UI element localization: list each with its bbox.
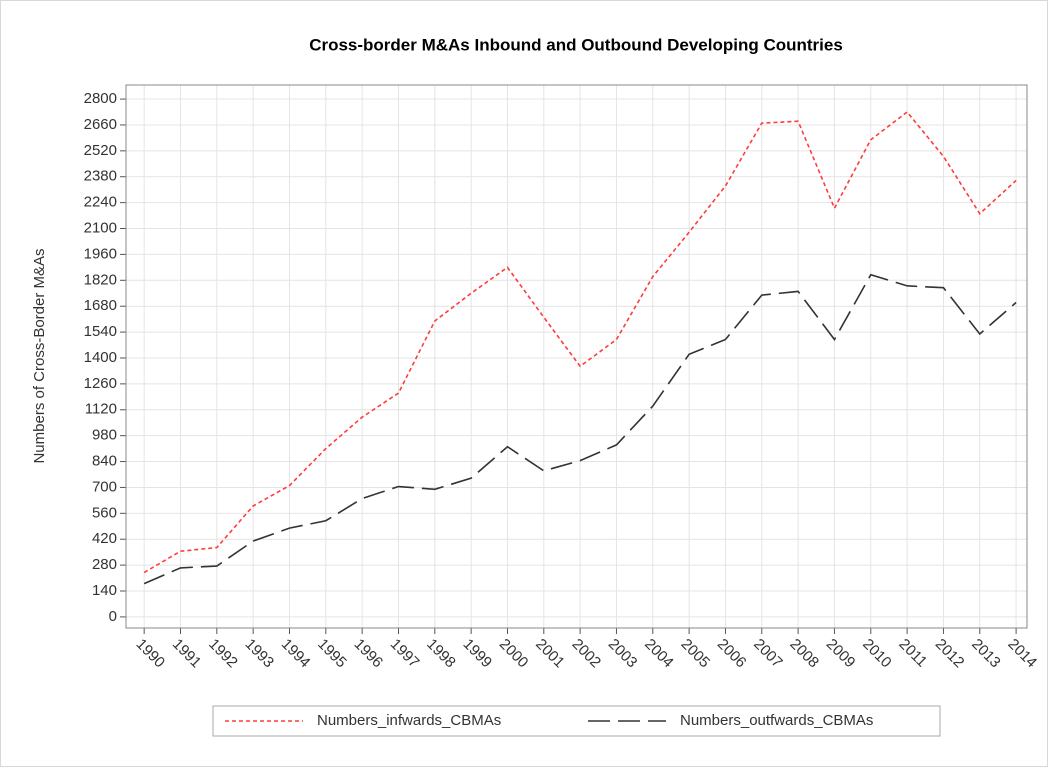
y-tick-label: 2660 [84, 116, 117, 133]
y-tick-label: 1960 [84, 245, 117, 262]
legend-label: Numbers_infwards_CBMAs [317, 712, 501, 729]
chart-title: Cross-border M&As Inbound and Outbound D… [309, 35, 843, 54]
series-line [143, 273, 1017, 585]
y-tick-label: 1120 [85, 401, 117, 418]
y-tick-label: 0 [109, 608, 117, 625]
y-tick-label: 1540 [84, 323, 117, 340]
y-tick-label: 280 [92, 556, 117, 573]
y-tick-label: 420 [92, 530, 117, 547]
y-tick-label: 560 [92, 504, 117, 521]
y-tick-label: 1820 [84, 271, 117, 288]
y-axis-label: Numbers of Cross-Border M&As [31, 248, 48, 463]
y-tick-label: 2520 [84, 142, 117, 159]
y-tick-label: 840 [92, 453, 117, 470]
legend-box [212, 705, 941, 737]
y-tick-label: 2100 [84, 219, 117, 236]
y-tick-label: 1400 [84, 349, 117, 366]
series-line [143, 110, 1017, 574]
y-tick-label: 2240 [84, 194, 117, 211]
y-tick-label: 1680 [84, 297, 117, 314]
y-tick-label: 2380 [84, 168, 117, 185]
legend-label: Numbers_outfwards_CBMAs [680, 712, 873, 729]
y-tick-label: 980 [92, 427, 117, 444]
plot-frame [125, 84, 1028, 629]
y-tick-label: 2800 [84, 90, 117, 107]
y-tick-label: 140 [92, 582, 117, 599]
y-tick-label: 1260 [84, 375, 117, 392]
y-tick-label: 700 [92, 478, 117, 495]
